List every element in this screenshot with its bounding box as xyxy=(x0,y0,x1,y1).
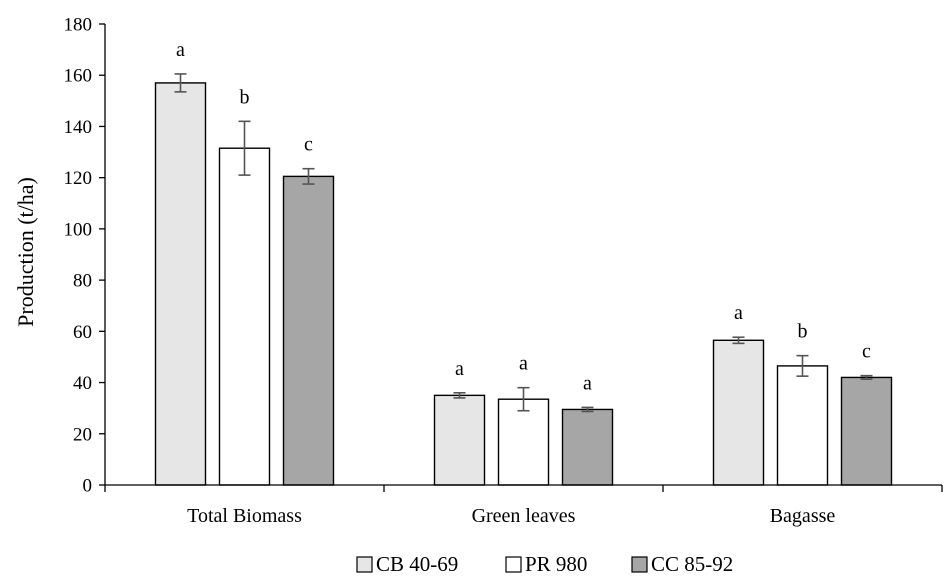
x-category-label: Green leaves xyxy=(472,505,576,527)
significance-label: a xyxy=(583,372,592,394)
significance-label: a xyxy=(455,358,464,380)
bar xyxy=(497,398,550,486)
y-tick-label: 140 xyxy=(64,117,93,138)
significance-label: b xyxy=(240,86,250,108)
legend-swatch xyxy=(356,556,373,573)
significance-label: c xyxy=(862,341,871,363)
bar xyxy=(776,365,829,486)
bar xyxy=(840,376,893,486)
bar xyxy=(282,175,335,486)
y-tick-label: 80 xyxy=(73,271,92,292)
legend-label: PR 980 xyxy=(525,552,587,576)
legend-label: CB 40-69 xyxy=(376,552,458,576)
significance-label: a xyxy=(176,39,185,61)
significance-label: b xyxy=(798,321,808,343)
y-tick-label: 160 xyxy=(64,66,93,87)
y-tick-label: 20 xyxy=(73,424,92,445)
bar xyxy=(712,339,765,486)
bar xyxy=(561,408,614,486)
bar xyxy=(218,147,271,486)
y-tick-label: 120 xyxy=(64,168,93,189)
legend-label: CC 85-92 xyxy=(651,552,733,576)
y-tick-label: 0 xyxy=(83,476,93,497)
bar xyxy=(154,82,207,486)
x-category-label: Total Biomass xyxy=(187,505,302,527)
y-tick-label: 40 xyxy=(73,373,92,394)
y-tick-label: 60 xyxy=(73,322,92,343)
y-tick-label: 180 xyxy=(64,15,93,36)
y-tick-label: 100 xyxy=(64,219,93,240)
bar xyxy=(433,394,486,486)
significance-label: c xyxy=(304,134,313,156)
legend-swatch xyxy=(505,556,522,573)
x-category-label: Bagasse xyxy=(770,505,836,527)
significance-label: a xyxy=(734,302,743,324)
legend-swatch xyxy=(631,556,648,573)
significance-label: a xyxy=(519,353,528,375)
legend: CB 40-69 PR 980 CC 85-92 xyxy=(356,552,733,576)
y-axis-title: Production (t/ha) xyxy=(13,177,38,327)
